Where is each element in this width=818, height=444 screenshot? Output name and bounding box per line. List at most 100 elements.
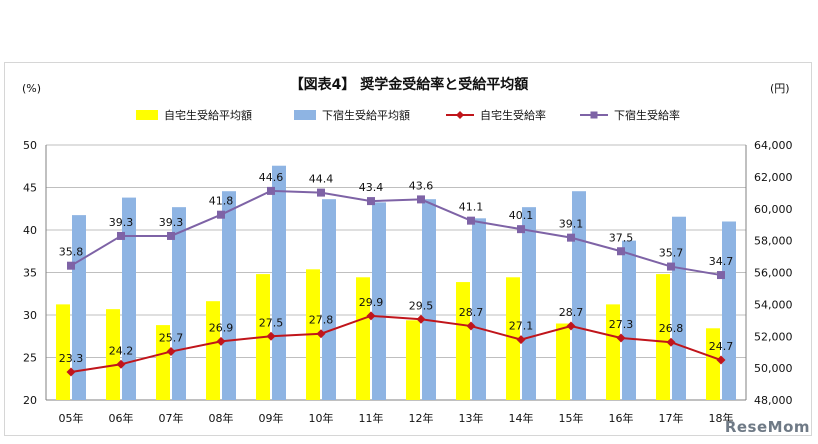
bar bbox=[456, 282, 470, 400]
bar bbox=[372, 202, 386, 400]
data-label: 24.7 bbox=[709, 340, 734, 353]
right-tick-label: 62,000 bbox=[754, 171, 793, 184]
left-tick-label: 30 bbox=[23, 309, 37, 322]
data-point bbox=[567, 233, 575, 242]
data-point bbox=[217, 210, 225, 219]
data-label: 39.1 bbox=[559, 218, 584, 231]
data-point bbox=[467, 216, 475, 225]
data-point bbox=[267, 186, 275, 195]
data-label: 24.2 bbox=[109, 344, 134, 357]
x-tick-label: 17年 bbox=[659, 411, 684, 425]
x-tick-label: 15年 bbox=[559, 411, 584, 425]
right-tick-label: 56,000 bbox=[754, 267, 793, 280]
legend-swatch bbox=[294, 110, 316, 120]
data-point bbox=[116, 359, 126, 369]
data-point bbox=[216, 336, 226, 346]
bar bbox=[172, 207, 186, 400]
data-point bbox=[66, 367, 76, 377]
data-point bbox=[367, 197, 375, 206]
bar bbox=[656, 274, 670, 400]
data-label: 27.1 bbox=[509, 320, 534, 333]
bar bbox=[406, 320, 420, 400]
data-label: 39.3 bbox=[159, 216, 184, 229]
legend-label: 下宿生受給平均額 bbox=[322, 108, 410, 122]
data-label: 26.9 bbox=[209, 321, 234, 334]
data-label: 43.4 bbox=[359, 181, 384, 194]
left-tick-label: 35 bbox=[23, 267, 37, 280]
right-axis-unit: (円) bbox=[770, 82, 790, 95]
data-label: 23.3 bbox=[59, 352, 84, 365]
right-tick-label: 52,000 bbox=[754, 330, 793, 343]
x-tick-label: 11年 bbox=[359, 411, 384, 425]
bar bbox=[222, 191, 236, 400]
left-tick-label: 50 bbox=[23, 139, 37, 152]
left-axis-unit: (%) bbox=[22, 82, 41, 95]
data-label: 41.8 bbox=[209, 195, 234, 208]
series-line bbox=[70, 314, 722, 373]
right-tick-label: 50,000 bbox=[754, 362, 793, 375]
x-tick-label: 10年 bbox=[309, 411, 334, 425]
bar bbox=[506, 277, 520, 400]
data-point bbox=[316, 329, 326, 339]
left-tick-label: 20 bbox=[23, 394, 37, 407]
data-point bbox=[266, 331, 276, 341]
chart-frame bbox=[4, 62, 812, 436]
legend-label: 自宅生受給率 bbox=[480, 108, 546, 122]
data-point bbox=[716, 355, 726, 365]
data-label: 28.7 bbox=[459, 306, 484, 319]
left-tick-label: 25 bbox=[23, 352, 37, 365]
data-label: 29.9 bbox=[359, 296, 384, 309]
bar bbox=[556, 323, 570, 400]
data-point bbox=[167, 231, 175, 240]
legend-marker bbox=[590, 111, 598, 119]
data-label: 25.7 bbox=[159, 332, 184, 345]
data-label: 35.8 bbox=[59, 246, 84, 259]
data-point bbox=[717, 271, 725, 280]
data-label: 27.8 bbox=[309, 314, 334, 327]
bar bbox=[322, 199, 336, 400]
legend-label: 自宅生受給平均額 bbox=[164, 108, 252, 122]
right-tick-label: 48,000 bbox=[754, 394, 793, 407]
bar bbox=[722, 221, 736, 400]
bar bbox=[622, 240, 636, 400]
x-tick-label: 18年 bbox=[709, 411, 734, 425]
bar bbox=[472, 218, 486, 400]
data-point bbox=[566, 321, 576, 331]
x-tick-label: 12年 bbox=[409, 411, 434, 425]
bar bbox=[422, 199, 436, 400]
right-tick-label: 60,000 bbox=[754, 203, 793, 216]
chart-title: 【図表4】 奨学金受給率と受給平均額 bbox=[290, 76, 529, 93]
bar bbox=[156, 325, 170, 400]
data-point bbox=[516, 335, 526, 345]
series-line bbox=[70, 189, 722, 277]
data-point bbox=[67, 261, 75, 270]
data-label: 35.7 bbox=[659, 247, 684, 260]
data-point bbox=[617, 247, 625, 256]
data-point bbox=[366, 311, 376, 321]
data-point bbox=[667, 262, 675, 271]
bar bbox=[122, 197, 136, 400]
bar bbox=[606, 304, 620, 400]
data-point bbox=[466, 321, 476, 331]
bar bbox=[72, 215, 86, 400]
bar bbox=[106, 309, 120, 400]
data-label: 27.3 bbox=[609, 318, 634, 331]
x-tick-label: 06年 bbox=[109, 411, 134, 425]
data-label: 40.1 bbox=[509, 209, 534, 222]
data-label: 34.7 bbox=[709, 255, 734, 268]
x-tick-label: 05年 bbox=[59, 411, 84, 425]
data-point bbox=[416, 314, 426, 324]
data-label: 41.1 bbox=[459, 201, 484, 214]
watermark-logo: ReseMom bbox=[724, 418, 810, 436]
data-label: 44.4 bbox=[309, 173, 334, 186]
x-tick-label: 16年 bbox=[609, 411, 634, 425]
data-label: 39.3 bbox=[109, 216, 134, 229]
data-point bbox=[517, 225, 525, 234]
right-tick-label: 54,000 bbox=[754, 298, 793, 311]
data-point bbox=[317, 188, 325, 197]
data-label: 26.8 bbox=[659, 322, 684, 335]
x-tick-label: 09年 bbox=[259, 411, 284, 425]
bar bbox=[572, 191, 586, 400]
data-label: 29.5 bbox=[409, 299, 434, 312]
